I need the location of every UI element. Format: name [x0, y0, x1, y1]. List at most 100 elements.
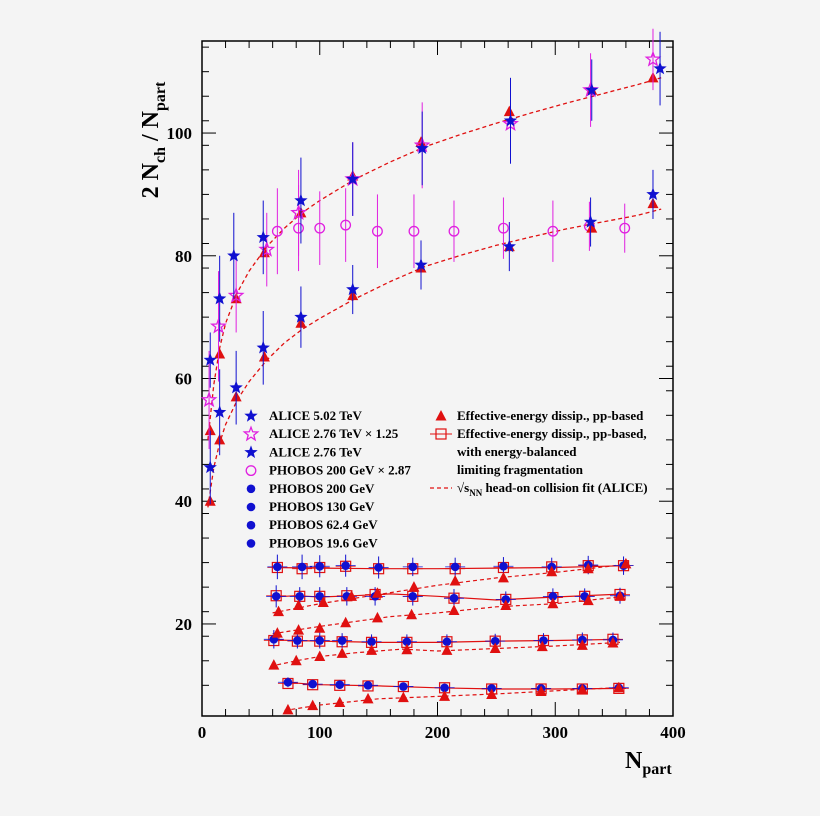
- data-point: [203, 460, 217, 474]
- data-point: [204, 424, 216, 436]
- data-point: [576, 639, 588, 650]
- data-point: [408, 581, 420, 592]
- legend-label: √sNN head-on collision fit (ALICE): [457, 480, 648, 498]
- data-point: [619, 222, 631, 234]
- y-tick-label: 20: [175, 615, 192, 634]
- data-point: [408, 592, 418, 601]
- data-point: [614, 590, 626, 601]
- legend-label: PHOBOS 19.6 GeV: [269, 535, 378, 550]
- legend-right: Effective-energy dissip., pp-based Effect…: [430, 408, 648, 498]
- data-point: [308, 679, 317, 689]
- y-tick-label: 100: [167, 124, 193, 143]
- data-markers: [200, 28, 667, 715]
- data-point: [346, 172, 360, 185]
- data-point: [203, 353, 217, 366]
- data-point: [401, 643, 413, 655]
- data-point: [497, 222, 509, 234]
- data-point: [317, 596, 329, 607]
- data-point: [547, 597, 559, 609]
- y-axis-title: 2 Nch / Npart: [138, 81, 169, 198]
- data-point: [442, 637, 452, 647]
- data-point: [415, 141, 429, 154]
- legend-marker: [244, 445, 258, 459]
- data-point: [213, 291, 227, 305]
- data-point: [501, 595, 511, 604]
- x-tick-label: 100: [307, 723, 333, 742]
- data-point: [293, 599, 305, 611]
- data-point: [371, 587, 383, 598]
- data-point: [295, 592, 305, 601]
- data-point: [582, 562, 594, 574]
- data-point: [499, 561, 508, 571]
- data-point: [449, 575, 461, 586]
- data-point: [548, 592, 558, 601]
- legend-label: PHOBOS 200 GeV: [269, 481, 375, 496]
- legend-label: Effective-energy dissip., pp-based,: [457, 426, 647, 441]
- data-point: [487, 684, 496, 693]
- data-point: [256, 230, 270, 243]
- data-point: [346, 282, 360, 296]
- data-point: [489, 642, 501, 653]
- y-tick-label: 40: [175, 492, 192, 511]
- legend-marker: [246, 520, 256, 530]
- data-point: [546, 565, 558, 577]
- series-alice-2-76-tev: [203, 169, 660, 505]
- data-point: [448, 604, 460, 615]
- x-axis-title-sub: part: [642, 761, 672, 778]
- series-phobos-200-gev-x-2-87: [271, 185, 631, 275]
- legend-label-part: √s: [457, 480, 469, 495]
- data-point: [547, 225, 559, 237]
- series-alice-5-02-tev: [203, 31, 667, 388]
- axis-ticks: [201, 41, 674, 716]
- data-point: [490, 636, 500, 646]
- data-point: [646, 187, 660, 201]
- data-point: [439, 690, 451, 701]
- data-point: [209, 317, 227, 334]
- model-dashed-line: [272, 595, 626, 635]
- y-tick-label: 60: [175, 370, 192, 389]
- data-point: [408, 562, 418, 572]
- legend-label: limiting fragmentation: [457, 462, 584, 477]
- data-point: [268, 659, 280, 670]
- legend-label: PHOBOS 62.4 GeV: [269, 517, 378, 532]
- data-point: [362, 692, 374, 704]
- legend-label: with energy-balanced: [457, 444, 577, 459]
- data-point: [406, 608, 418, 620]
- legend-label-sub: NN: [469, 488, 482, 498]
- legend-label: ALICE 5.02 TeV: [269, 408, 362, 423]
- data-point: [271, 592, 281, 601]
- legend-left: ALICE 5.02 TeV ALICE 2.76 TeV × 1.25 ALICE…: [242, 408, 411, 550]
- data-point: [500, 599, 512, 611]
- data-point: [535, 685, 547, 696]
- data-point: [583, 215, 598, 228]
- series-model-triangles-62-4-gev: [268, 636, 619, 670]
- data-point: [334, 679, 346, 691]
- legend-marker: [242, 425, 260, 442]
- data-point: [256, 340, 270, 354]
- fit-curve: [207, 77, 662, 440]
- data-point: [340, 616, 352, 628]
- data-point: [486, 688, 498, 700]
- data-point: [282, 703, 294, 715]
- data-point: [307, 679, 319, 691]
- legend-marker: [244, 409, 258, 422]
- data-point: [363, 681, 373, 690]
- data-point: [613, 681, 625, 693]
- data-point: [214, 347, 226, 359]
- data-point: [315, 636, 325, 645]
- data-point: [397, 691, 409, 703]
- legend-marker: [435, 410, 447, 421]
- data-point: [374, 563, 383, 572]
- data-point: [213, 405, 227, 418]
- legend-marker: [246, 539, 256, 548]
- series-model-triangles-200-gev: [273, 557, 632, 617]
- series-model-triangles-130-gev: [271, 590, 626, 638]
- y-axis-title-sub2: part: [152, 81, 169, 111]
- data-point: [290, 654, 302, 666]
- data-point: [340, 219, 352, 231]
- data-point: [293, 636, 302, 645]
- data-point: [585, 83, 599, 96]
- data-point: [336, 647, 348, 658]
- data-point: [362, 680, 374, 692]
